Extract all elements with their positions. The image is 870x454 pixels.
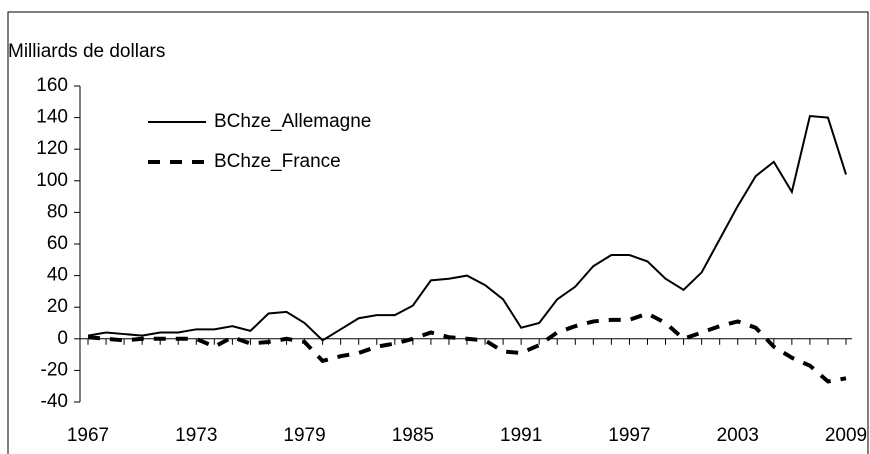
x-tick-label: 1979 xyxy=(283,425,325,446)
y-tick-label: 140 xyxy=(36,107,68,128)
legend-label: BChze_France xyxy=(214,151,341,172)
x-tick-label: 1967 xyxy=(67,425,109,446)
y-tick-label: 60 xyxy=(47,233,68,254)
x-tick-label: 2003 xyxy=(717,425,759,446)
y-tick-label: 120 xyxy=(36,138,68,159)
x-tick-label: 1985 xyxy=(392,425,434,446)
series-line xyxy=(87,311,847,384)
y-tick-label: 100 xyxy=(36,170,68,191)
y-axis-title: Milliards de dollars xyxy=(8,41,165,62)
y-tick-label: 20 xyxy=(47,296,68,317)
y-tick-label: 80 xyxy=(47,201,68,222)
x-tick-label: 1997 xyxy=(608,425,650,446)
series-line xyxy=(87,114,847,342)
y-tick-label: 0 xyxy=(57,328,68,349)
legend-label: BChze_Allemagne xyxy=(214,111,371,132)
frame xyxy=(7,11,869,454)
y-tick-label: 160 xyxy=(36,75,68,96)
y-tick-label: -40 xyxy=(41,391,68,412)
x-tick-label: 1973 xyxy=(175,425,217,446)
x-tick-label: 2009 xyxy=(825,425,867,446)
y-tick-label: 40 xyxy=(47,265,68,286)
y-tick-label: -20 xyxy=(41,359,68,380)
x-tick-label: 1991 xyxy=(500,425,542,446)
